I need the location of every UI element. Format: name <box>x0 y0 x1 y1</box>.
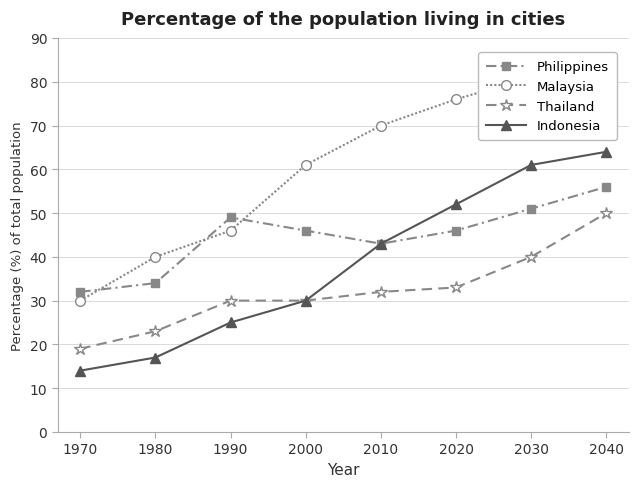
Thailand <box>602 211 610 217</box>
Malaysia <box>602 66 610 72</box>
Indonesia <box>302 298 310 304</box>
Thailand <box>377 289 385 295</box>
Line: Thailand: Thailand <box>74 207 612 355</box>
Thailand <box>452 285 460 291</box>
Indonesia <box>76 368 84 374</box>
Malaysia <box>377 123 385 129</box>
Indonesia <box>152 355 159 361</box>
Indonesia <box>227 320 234 326</box>
Malaysia <box>302 163 310 168</box>
Malaysia <box>452 97 460 103</box>
Malaysia <box>227 228 234 234</box>
Line: Philippines: Philippines <box>76 183 611 296</box>
Title: Percentage of the population living in cities: Percentage of the population living in c… <box>121 11 565 29</box>
Philippines <box>377 241 385 247</box>
Indonesia <box>452 202 460 208</box>
Malaysia <box>76 298 84 304</box>
Philippines <box>602 184 610 190</box>
Indonesia <box>377 241 385 247</box>
Thailand <box>302 298 310 304</box>
Malaysia <box>527 75 535 81</box>
Philippines <box>227 215 234 221</box>
Indonesia <box>602 149 610 155</box>
Line: Indonesia: Indonesia <box>76 148 611 376</box>
Philippines <box>152 281 159 286</box>
Philippines <box>452 228 460 234</box>
Thailand <box>527 254 535 260</box>
Line: Malaysia: Malaysia <box>76 64 611 306</box>
Indonesia <box>527 163 535 168</box>
X-axis label: Year: Year <box>327 462 360 477</box>
Legend: Philippines, Malaysia, Thailand, Indonesia: Philippines, Malaysia, Thailand, Indones… <box>479 53 616 141</box>
Y-axis label: Percentage (%) of total population: Percentage (%) of total population <box>11 121 24 350</box>
Malaysia <box>152 254 159 260</box>
Thailand <box>76 346 84 352</box>
Thailand <box>152 328 159 334</box>
Philippines <box>302 228 310 234</box>
Philippines <box>527 206 535 212</box>
Philippines <box>76 289 84 295</box>
Thailand <box>227 298 234 304</box>
